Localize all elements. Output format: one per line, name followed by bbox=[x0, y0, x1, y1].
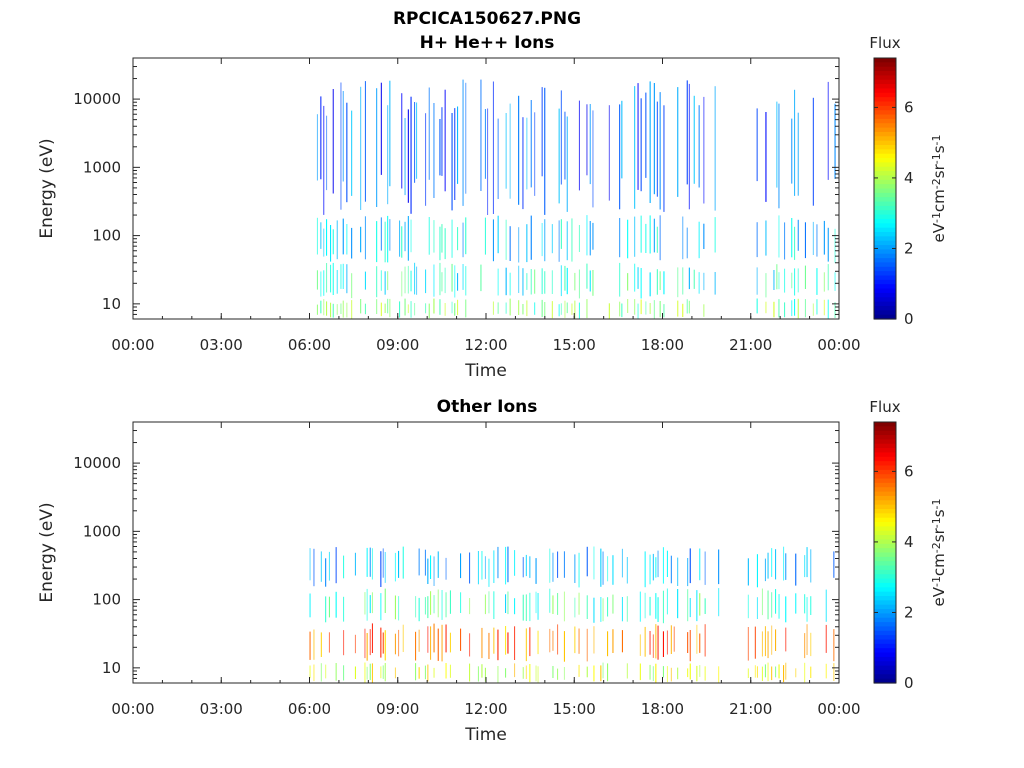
spectrogram-data bbox=[309, 546, 835, 683]
colorbar-title: Flux bbox=[869, 398, 900, 416]
x-tick-label: 21:00 bbox=[729, 336, 772, 354]
x-tick-label: 06:00 bbox=[288, 700, 331, 718]
x-tick-label: 18:00 bbox=[641, 700, 684, 718]
colorbar-label: eV-1cm-2sr-1s-1 bbox=[930, 134, 948, 242]
plot-area bbox=[133, 422, 839, 683]
x-tick-label: 06:00 bbox=[288, 336, 331, 354]
spectrogram-data bbox=[316, 79, 836, 319]
y-tick-label: 10 bbox=[102, 295, 121, 313]
x-tick-label: 00:00 bbox=[111, 700, 154, 718]
x-tick-label: 00:00 bbox=[817, 700, 860, 718]
colorbar-tick-label: 0 bbox=[904, 674, 914, 692]
x-tick-label: 12:00 bbox=[464, 336, 507, 354]
x-tick-label: 12:00 bbox=[464, 700, 507, 718]
x-tick-label: 00:00 bbox=[111, 336, 154, 354]
colorbar-tick-label: 2 bbox=[904, 239, 914, 257]
x-tick-label: 00:00 bbox=[817, 336, 860, 354]
panel-title: H+ He++ Ions bbox=[420, 33, 555, 53]
y-tick-label: 1000 bbox=[83, 158, 121, 176]
y-tick-label: 100 bbox=[92, 227, 121, 245]
plot-area bbox=[133, 58, 839, 319]
x-tick-label: 21:00 bbox=[729, 700, 772, 718]
figure-title: RPCICA150627.PNG bbox=[393, 9, 581, 29]
colorbar-tick-label: 6 bbox=[904, 462, 914, 480]
panel-1: H+ He++ Ions 00:00 03:00 06:00 09:00 12:00 15:… bbox=[37, 33, 948, 381]
x-tick-label: 03:00 bbox=[200, 700, 243, 718]
y-tick-label: 10 bbox=[102, 659, 121, 677]
x-tick-label: 18:00 bbox=[641, 336, 684, 354]
y-tick-label: 10000 bbox=[73, 90, 121, 108]
colorbar-label: eV-1cm-2sr-1s-1 bbox=[930, 498, 948, 606]
colorbar-tick-label: 6 bbox=[904, 98, 914, 116]
y-tick-label: 10000 bbox=[73, 454, 121, 472]
panel-2: Other Ions 00:00 03:00 06:00 09:00 12:00 15:00… bbox=[37, 397, 948, 745]
x-tick-label: 15:00 bbox=[553, 700, 596, 718]
x-axis-label: Time bbox=[464, 361, 507, 381]
y-axis-label: Energy (eV) bbox=[37, 502, 57, 602]
colorbar-tick-label: 4 bbox=[904, 533, 914, 551]
x-tick-label: 09:00 bbox=[376, 336, 419, 354]
colorbar-tick-label: 4 bbox=[904, 169, 914, 187]
x-tick-label: 15:00 bbox=[553, 336, 596, 354]
y-tick-label: 100 bbox=[92, 591, 121, 609]
panel-title: Other Ions bbox=[437, 397, 538, 417]
colorbar: 0 2 4 6 Flux eV-1cm-2sr-1s-1 bbox=[869, 398, 948, 692]
colorbar: 0 2 4 6 Flux eV-1cm-2sr-1s-1 bbox=[869, 34, 948, 328]
y-axis-label: Energy (eV) bbox=[37, 138, 57, 238]
colorbar-tick-label: 0 bbox=[904, 310, 914, 328]
colorbar-tick-label: 2 bbox=[904, 603, 914, 621]
x-tick-label: 03:00 bbox=[200, 336, 243, 354]
colorbar-title: Flux bbox=[869, 34, 900, 52]
y-tick-label: 1000 bbox=[83, 522, 121, 540]
x-tick-label: 09:00 bbox=[376, 700, 419, 718]
x-axis-label: Time bbox=[464, 725, 507, 745]
